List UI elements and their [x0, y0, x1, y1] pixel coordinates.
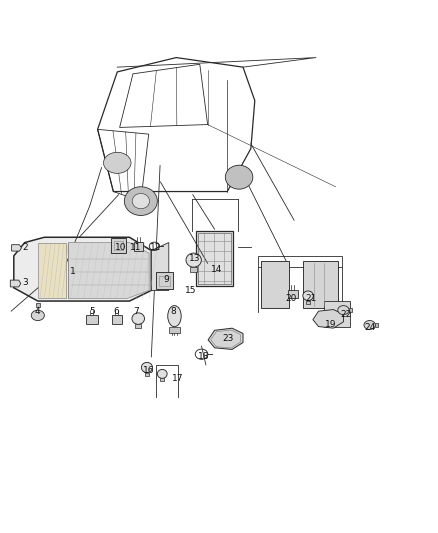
Polygon shape: [375, 323, 378, 327]
Polygon shape: [160, 378, 164, 381]
Polygon shape: [145, 373, 149, 376]
Polygon shape: [261, 262, 289, 308]
Text: 17: 17: [172, 374, 183, 383]
Ellipse shape: [303, 291, 313, 301]
Polygon shape: [306, 301, 311, 304]
Polygon shape: [191, 267, 197, 272]
Polygon shape: [111, 238, 127, 253]
Text: 18: 18: [198, 352, 209, 361]
Ellipse shape: [338, 305, 349, 314]
Ellipse shape: [132, 313, 145, 325]
Polygon shape: [313, 310, 343, 328]
Polygon shape: [38, 243, 66, 298]
Ellipse shape: [168, 305, 181, 327]
Text: 7: 7: [133, 307, 139, 316]
Polygon shape: [135, 325, 141, 328]
Polygon shape: [349, 308, 352, 312]
Ellipse shape: [31, 310, 44, 320]
Text: 24: 24: [364, 323, 375, 332]
Ellipse shape: [141, 362, 152, 373]
Ellipse shape: [186, 253, 201, 267]
Polygon shape: [324, 301, 350, 327]
Polygon shape: [303, 262, 338, 308]
Polygon shape: [86, 315, 98, 325]
Text: 9: 9: [164, 275, 170, 284]
Ellipse shape: [132, 193, 149, 209]
Text: 8: 8: [170, 307, 176, 316]
Ellipse shape: [157, 369, 167, 378]
Text: 20: 20: [285, 294, 297, 303]
Polygon shape: [112, 316, 122, 324]
Text: 6: 6: [113, 307, 119, 316]
Text: 11: 11: [130, 244, 142, 253]
Polygon shape: [196, 231, 233, 286]
Text: 19: 19: [325, 320, 336, 329]
Ellipse shape: [124, 187, 157, 215]
Text: 22: 22: [340, 310, 351, 319]
Text: 21: 21: [305, 294, 316, 303]
Polygon shape: [155, 272, 173, 289]
Polygon shape: [208, 328, 243, 350]
Ellipse shape: [225, 165, 253, 189]
Text: 15: 15: [185, 286, 196, 295]
Ellipse shape: [103, 152, 131, 173]
Text: 1: 1: [70, 268, 76, 276]
Polygon shape: [12, 245, 21, 251]
Text: 14: 14: [211, 265, 223, 273]
Text: 16: 16: [143, 366, 155, 375]
Polygon shape: [14, 237, 151, 301]
Polygon shape: [36, 303, 40, 308]
Text: 3: 3: [22, 278, 28, 287]
Polygon shape: [151, 243, 169, 290]
Ellipse shape: [364, 320, 375, 329]
Text: 2: 2: [22, 244, 28, 253]
Text: 23: 23: [222, 334, 233, 343]
Polygon shape: [169, 327, 180, 333]
Text: 12: 12: [150, 244, 161, 253]
Polygon shape: [68, 243, 149, 298]
Text: 4: 4: [35, 307, 41, 316]
Polygon shape: [11, 280, 21, 287]
Text: 13: 13: [189, 254, 201, 263]
Polygon shape: [288, 290, 297, 298]
Text: 5: 5: [89, 307, 95, 316]
Text: 10: 10: [115, 244, 127, 253]
Polygon shape: [134, 242, 144, 251]
